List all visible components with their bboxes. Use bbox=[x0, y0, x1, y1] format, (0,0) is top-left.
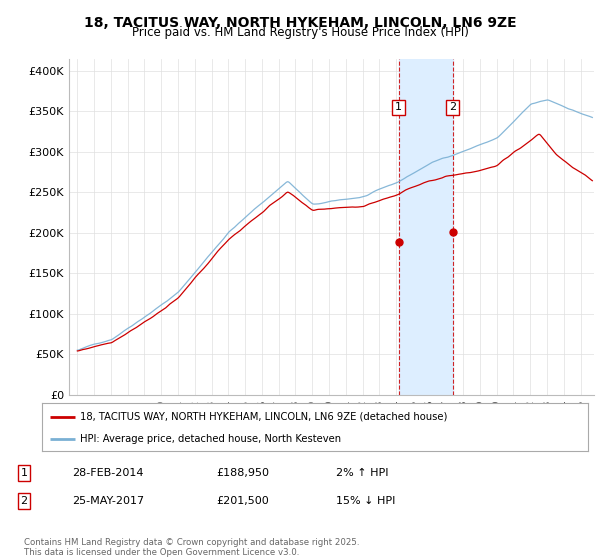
Text: 1: 1 bbox=[395, 102, 402, 113]
Text: 1: 1 bbox=[20, 468, 28, 478]
Text: 18, TACITUS WAY, NORTH HYKEHAM, LINCOLN, LN6 9ZE: 18, TACITUS WAY, NORTH HYKEHAM, LINCOLN,… bbox=[83, 16, 517, 30]
Text: 25-MAY-2017: 25-MAY-2017 bbox=[72, 496, 144, 506]
Text: £188,950: £188,950 bbox=[216, 468, 269, 478]
Text: 2% ↑ HPI: 2% ↑ HPI bbox=[336, 468, 389, 478]
Text: 2: 2 bbox=[20, 496, 28, 506]
Text: 18, TACITUS WAY, NORTH HYKEHAM, LINCOLN, LN6 9ZE (detached house): 18, TACITUS WAY, NORTH HYKEHAM, LINCOLN,… bbox=[80, 412, 448, 422]
Text: £201,500: £201,500 bbox=[216, 496, 269, 506]
Text: 2: 2 bbox=[449, 102, 457, 113]
Text: Contains HM Land Registry data © Crown copyright and database right 2025.
This d: Contains HM Land Registry data © Crown c… bbox=[24, 538, 359, 557]
Text: HPI: Average price, detached house, North Kesteven: HPI: Average price, detached house, Nort… bbox=[80, 434, 341, 444]
Bar bbox=[398, 59, 453, 395]
Text: 28-FEB-2014: 28-FEB-2014 bbox=[72, 468, 143, 478]
Text: Price paid vs. HM Land Registry's House Price Index (HPI): Price paid vs. HM Land Registry's House … bbox=[131, 26, 469, 39]
Text: 15% ↓ HPI: 15% ↓ HPI bbox=[336, 496, 395, 506]
